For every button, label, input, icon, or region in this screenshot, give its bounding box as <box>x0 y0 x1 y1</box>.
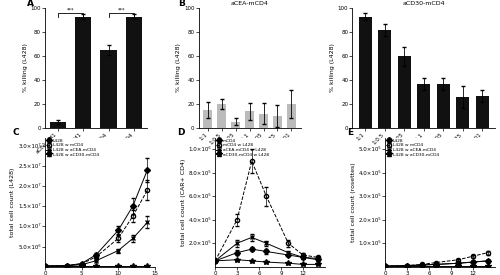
Text: E: E <box>347 128 353 137</box>
Text: B: B <box>178 0 185 8</box>
Title: aCEA-mCD4: aCEA-mCD4 <box>230 1 268 7</box>
X-axis label: target : effector: target : effector <box>224 156 274 161</box>
Text: D: D <box>176 128 184 137</box>
Bar <box>245 111 254 128</box>
Bar <box>359 16 372 128</box>
Bar <box>287 104 296 128</box>
Text: C: C <box>12 128 18 137</box>
X-axis label: target : effector: target : effector <box>399 156 448 161</box>
Legend: L428, L428 w mCD4, L428 w aCEA-mCD4, L428 w aCD30-mCD4: L428, L428 w mCD4, L428 w aCEA-mCD4, L42… <box>386 138 439 157</box>
Y-axis label: % killing (L428): % killing (L428) <box>176 44 182 92</box>
Bar <box>437 84 450 128</box>
Bar <box>398 56 410 128</box>
Bar <box>218 104 226 128</box>
Bar <box>418 84 430 128</box>
Bar <box>456 97 469 128</box>
Text: ***: *** <box>67 7 74 12</box>
Y-axis label: total cell count (rosettes): total cell count (rosettes) <box>350 162 356 242</box>
Y-axis label: % killing (L428): % killing (L428) <box>330 44 335 92</box>
Y-axis label: total cell count (L428): total cell count (L428) <box>10 167 16 237</box>
Legend: mCD4, mCD4 w L428, aCEA-mCD4 w L428, aCD30-mCD4 w L428: mCD4, mCD4 w L428, aCEA-mCD4 w L428, aCD… <box>216 138 269 157</box>
Bar <box>100 50 117 128</box>
Text: ***: *** <box>118 7 125 12</box>
Legend: L428, L428 w mCD4, L428 w aCEA-mCD4, L428 w aCD30-mCD4: L428, L428 w mCD4, L428 w aCEA-mCD4, L42… <box>46 138 98 157</box>
Title: aCD30-mCD4: aCD30-mCD4 <box>402 1 445 7</box>
Bar <box>259 114 268 128</box>
Bar <box>204 110 212 128</box>
Y-axis label: total cell count (CAR+ CD4): total cell count (CAR+ CD4) <box>180 158 186 246</box>
Text: A: A <box>26 0 34 8</box>
Bar <box>378 30 391 128</box>
Bar <box>273 116 282 128</box>
Bar <box>75 16 92 128</box>
Bar <box>476 96 488 128</box>
Y-axis label: % killing (L428): % killing (L428) <box>22 44 28 92</box>
Bar <box>231 122 240 128</box>
Bar <box>126 16 142 128</box>
Bar <box>50 122 66 128</box>
